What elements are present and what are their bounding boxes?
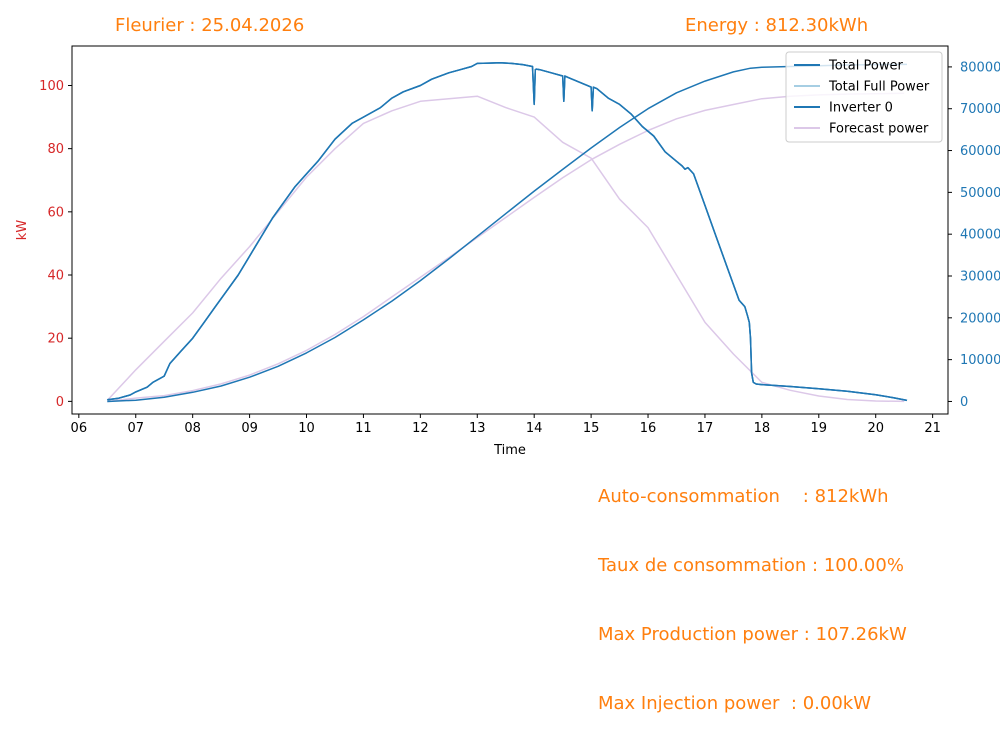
site-date-title: Fleurier : 25.04.2026 — [115, 15, 305, 36]
legend-label: Total Full Power — [828, 80, 930, 95]
y-right-tick-label: 70000 — [960, 102, 1000, 117]
x-tick-label: 19 — [811, 421, 828, 436]
y-left-tick-label: 60 — [47, 205, 64, 220]
x-tick-label: 06 — [71, 421, 88, 436]
y-left-tick-label: 100 — [39, 79, 64, 94]
forecast-energy-curve — [107, 92, 905, 403]
x-axis-label: Time — [493, 443, 526, 458]
legend-label: Inverter 0 — [829, 101, 893, 116]
stat-max-production: Max Production power : 107.26kW — [598, 624, 907, 645]
forecast-power-line — [106, 95, 905, 403]
x-tick-label: 17 — [697, 421, 714, 436]
x-tick-label: 07 — [127, 421, 144, 436]
plot-frame — [71, 45, 949, 415]
x-tick-label: 11 — [355, 421, 372, 436]
y-right-tick-label: 10000 — [960, 353, 1000, 368]
y-right-tick-label: 30000 — [960, 270, 1000, 285]
stat-max-injection: Max Injection power : 0.00kW — [598, 693, 871, 714]
y-left-tick-label: 40 — [47, 269, 64, 284]
legend-label: Total Power — [828, 59, 903, 74]
x-tick-label: 20 — [867, 421, 884, 436]
y-right-tick-label: 40000 — [960, 228, 1000, 243]
y-right-tick-label: 80000 — [960, 60, 1000, 75]
y-left-axis-label: kW — [15, 220, 30, 241]
legend-label: Forecast power — [829, 122, 929, 137]
x-tick-label: 09 — [241, 421, 258, 436]
y-right-tick-label: 50000 — [960, 186, 1000, 201]
energy-total-title: Energy : 812.30kWh — [685, 15, 869, 36]
x-tick-label: 16 — [640, 421, 657, 436]
x-tick-label: 21 — [924, 421, 941, 436]
x-tick-label: 14 — [526, 421, 543, 436]
x-tick-label: 10 — [298, 421, 315, 436]
y-right-tick-label: 20000 — [960, 311, 1000, 326]
inverter-0-line — [107, 61, 908, 402]
y-left-tick-label: 20 — [47, 332, 64, 347]
stat-auto-consommation: Auto-consommation : 812kWh — [598, 486, 889, 507]
y-right-tick-label: 0 — [960, 395, 968, 410]
y-left-tick-label: 80 — [47, 142, 64, 157]
x-tick-label: 08 — [184, 421, 201, 436]
x-tick-label: 15 — [583, 421, 600, 436]
power-chart: 06 07 08 09 10 11 12 13 14 15 16 17 18 19 20 21 Time 0 20 4… — [15, 45, 1000, 458]
x-tick-label: 13 — [469, 421, 486, 436]
x-tick-label: 12 — [412, 421, 429, 436]
energy-curve — [107, 63, 908, 403]
y-left-tick-label: 0 — [56, 395, 64, 410]
legend-box — [785, 51, 943, 143]
x-tick-label: 18 — [754, 421, 771, 436]
y-right-tick-label: 60000 — [960, 144, 1000, 159]
stats-panel: Auto-consommation : 812kWh Taux de conso… — [598, 439, 907, 738]
stat-taux-consommation: Taux de consommation : 100.00% — [598, 555, 904, 576]
